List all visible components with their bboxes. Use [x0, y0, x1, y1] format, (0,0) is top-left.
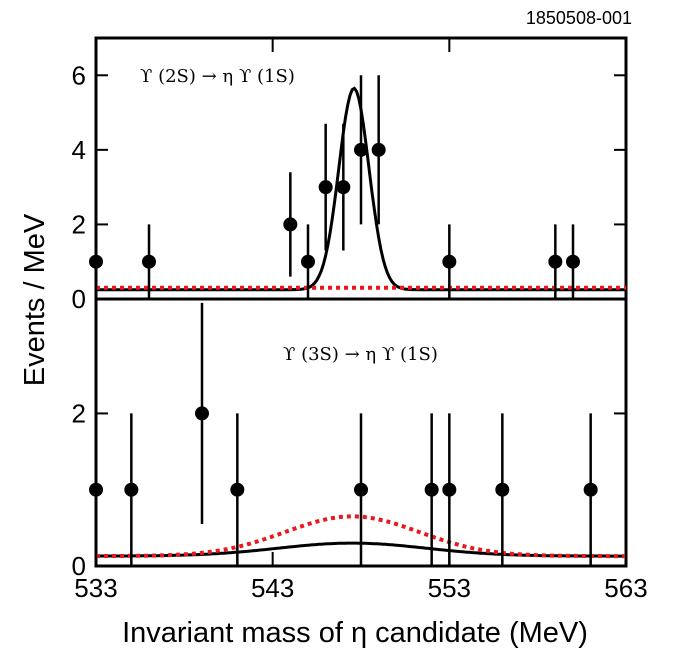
top-data-point — [89, 254, 103, 269]
bottom-data-point — [583, 482, 598, 497]
bottom-panel-marks — [89, 302, 626, 566]
top-data-point — [442, 254, 457, 269]
bottom-data-point — [354, 482, 368, 497]
top-y-tick-label: 6 — [72, 60, 86, 90]
top-data-point — [354, 142, 368, 157]
top-y-tick-label: 2 — [72, 209, 86, 239]
x-tick-label: 563 — [604, 573, 647, 603]
top-data-point — [548, 254, 563, 269]
bottom-y-tick-label: 2 — [72, 398, 86, 428]
top-y-tick-label: 0 — [72, 284, 86, 314]
bottom-data-point — [230, 482, 245, 497]
bottom-y-tick-label: 0 — [72, 551, 86, 581]
top-data-point — [142, 254, 156, 269]
x-tick-label: 533 — [74, 573, 117, 603]
bottom-panel-label: ϒ (3S) → η ϒ (1S) — [283, 344, 438, 365]
bottom-data-point — [195, 406, 209, 421]
bottom-data-point — [442, 482, 457, 497]
top-data-point — [283, 217, 298, 232]
top-panel-label: ϒ (2S) → η ϒ (1S) — [140, 66, 295, 87]
figure-id: 1850508-001 — [526, 8, 632, 28]
top-y-tick-label: 4 — [72, 135, 86, 165]
y-axis-title: Events / MeV — [19, 213, 51, 386]
axis-ticks: 0 2 4 6 0 2 533 543 553 563 — [72, 38, 648, 603]
top-data-point — [336, 180, 351, 195]
top-data-point — [371, 142, 386, 157]
x-tick-label: 553 — [428, 573, 471, 603]
top-data-point — [318, 180, 333, 195]
bottom-data-point — [124, 482, 139, 497]
top-data-point — [566, 254, 580, 269]
bottom-data-point — [89, 482, 103, 497]
x-tick-label: 543 — [251, 573, 294, 603]
bottom-background-curve — [96, 514, 626, 559]
x-axis-title: Invariant mass of η candidate (MeV) — [122, 617, 588, 649]
top-data-point — [301, 254, 315, 269]
top-panel-marks — [89, 75, 626, 299]
bottom-data-point — [495, 482, 510, 497]
bottom-data-point — [424, 482, 439, 497]
